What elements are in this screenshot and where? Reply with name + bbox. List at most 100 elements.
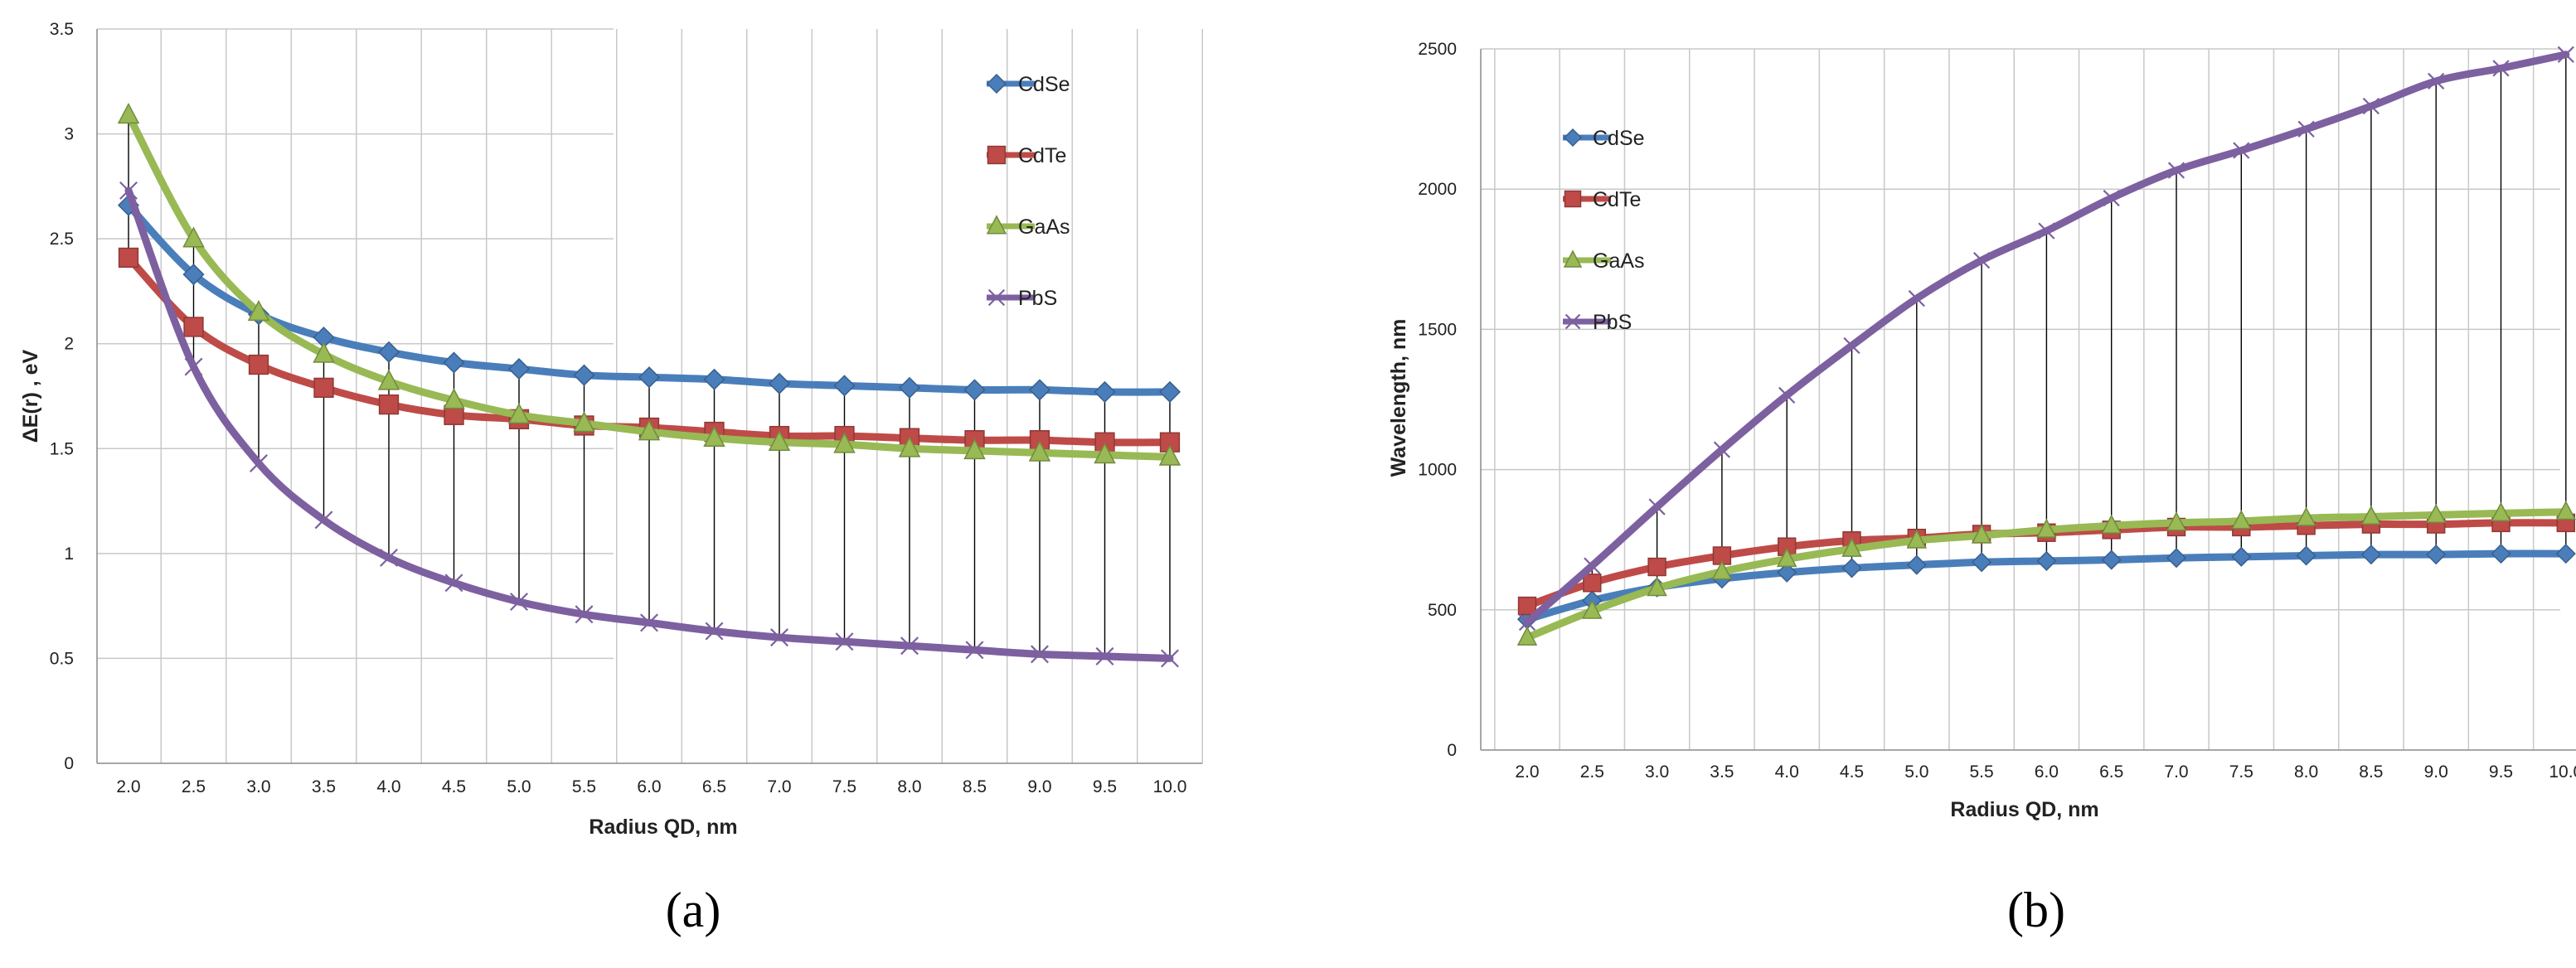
legend-item-cdte: CdTe — [1563, 188, 1641, 211]
data-point-pbs — [1908, 290, 1925, 307]
x-tick-label: 10.0 — [2549, 762, 2576, 782]
data-point-cdse — [768, 372, 791, 394]
legend: CdSe CdTe GaAs PbS — [1563, 127, 1645, 334]
panel-label: (b) — [2007, 883, 2065, 937]
data-point-pbs — [1778, 386, 1796, 404]
x-tick-label: 7.5 — [2229, 762, 2253, 782]
x-tick-label: 7.0 — [2164, 762, 2188, 782]
data-point-gaas — [1516, 626, 1538, 646]
data-point-cdse — [2231, 546, 2252, 567]
data-point-cdse — [507, 358, 531, 380]
series-pbs — [119, 181, 1179, 668]
x-tick-label: 5.5 — [572, 777, 596, 796]
data-point-pbs — [1161, 649, 1179, 668]
data-point-pbs — [1031, 645, 1049, 664]
x-tick-label: 4.0 — [376, 777, 400, 796]
data-point-pbs — [835, 632, 854, 651]
y-tick-label: 0 — [1447, 741, 1457, 760]
legend-marker — [986, 215, 1007, 235]
legend-marker — [1564, 190, 1582, 208]
x-tick-label: 9.0 — [1027, 777, 1051, 796]
data-point-cdse — [2426, 544, 2447, 565]
y-axis-title: ΔE(r) , eV — [19, 349, 42, 443]
x-tick-label: 5.0 — [507, 777, 531, 796]
legend-marker — [1563, 128, 1583, 148]
data-point-cdse — [1777, 562, 1797, 583]
legend-item-cdse: CdSe — [1563, 127, 1645, 150]
legend-marker — [987, 145, 1007, 165]
data-point-pbs — [640, 613, 658, 632]
x-tick-label: 3.0 — [246, 777, 270, 796]
legend-label: PbS — [1018, 287, 1057, 310]
data-point-gaas — [182, 226, 205, 248]
data-point-cdse — [833, 375, 856, 397]
x-tick-label: 10.0 — [1153, 777, 1187, 796]
data-point-gaas — [2555, 500, 2576, 520]
series-pbs — [1518, 46, 2574, 632]
data-point-cdse — [377, 341, 400, 363]
data-point-pbs — [119, 181, 138, 200]
x-axis-title: Radius QD, nm — [1950, 798, 2098, 821]
x-tick-label: 6.5 — [702, 777, 726, 796]
series-line-pbs — [1523, 51, 2570, 627]
data-point-cdse — [2101, 549, 2122, 570]
data-point-pbs — [2167, 162, 2185, 179]
x-tick-label: 6.0 — [2035, 762, 2059, 782]
data-point-cdte — [1647, 557, 1666, 577]
data-point-pbs — [1713, 441, 1731, 458]
y-tick-label: 2500 — [1418, 40, 1457, 59]
data-point-gaas — [1582, 599, 1603, 619]
panel-label: (a) — [666, 883, 721, 937]
data-point-pbs — [2233, 142, 2250, 159]
data-point-pbs — [314, 511, 333, 530]
data-point-pbs — [1648, 498, 1666, 515]
x-tick-label: 9.0 — [2424, 762, 2448, 782]
chart-panel-a: 0 0.5 1 1.5 2 2.5 3 3.5 2.0 2.5 3.0 3.5 4.0 4.5 5.0 5.5… — [19, 20, 1203, 937]
data-point-pbs — [2038, 222, 2055, 240]
data-point-gaas — [898, 436, 921, 457]
data-point-gaas — [2101, 514, 2122, 534]
x-tick-label: 2.0 — [116, 777, 140, 796]
data-point-gaas — [573, 411, 595, 433]
data-point-cdse — [2360, 544, 2381, 565]
data-point-gaas — [2491, 501, 2511, 521]
data-point-gaas — [377, 369, 400, 390]
chart-panel-b: 0 500 1000 1500 2000 2500 2.0 2.5 3.0 3.5 4.0 4.5 5.… — [1387, 40, 2576, 937]
x-tick-label: 6.5 — [2099, 762, 2123, 782]
data-point-cdse — [638, 366, 661, 389]
data-point-pbs — [1972, 252, 1991, 269]
data-point-gaas — [1158, 444, 1181, 466]
legend-label: CdSe — [1018, 73, 1070, 96]
data-point-cdse — [2491, 544, 2511, 564]
data-point-cdse — [2166, 548, 2187, 569]
y-tick-label: 2000 — [1418, 180, 1457, 199]
legend-marker — [986, 73, 1007, 94]
data-point-cdse — [443, 351, 465, 374]
data-point-cdte — [118, 247, 139, 269]
x-axis-title: Radius QD, nm — [589, 816, 737, 839]
data-point-pbs — [900, 636, 919, 656]
data-point-pbs — [1095, 646, 1114, 666]
legend-label: CdTe — [1018, 144, 1066, 167]
x-tick-label: 2.0 — [1515, 762, 1539, 782]
data-point-pbs — [770, 628, 788, 647]
data-point-gaas — [703, 425, 725, 447]
data-point-pbs — [184, 357, 203, 376]
data-point-cdte — [1517, 596, 1537, 616]
data-point-cdse — [573, 364, 595, 386]
data-point-cdte — [313, 377, 334, 399]
x-tick-label: 7.5 — [832, 777, 856, 796]
x-tick-label: 2.5 — [182, 777, 206, 796]
x-tick-label: 2.5 — [1580, 762, 1604, 782]
data-point-cdse — [2036, 550, 2057, 571]
data-point-gaas — [833, 432, 856, 453]
y-tick-label: 1000 — [1418, 461, 1457, 480]
data-point-gaas — [2036, 518, 2057, 538]
data-point-cdse — [2296, 545, 2316, 566]
data-point-pbs — [2428, 72, 2445, 90]
data-point-gaas — [768, 429, 791, 452]
x-tick-label: 8.5 — [2359, 762, 2383, 782]
data-point-gaas — [2360, 505, 2382, 525]
legend-marker — [1563, 249, 1583, 268]
data-point-cdse — [703, 368, 725, 390]
